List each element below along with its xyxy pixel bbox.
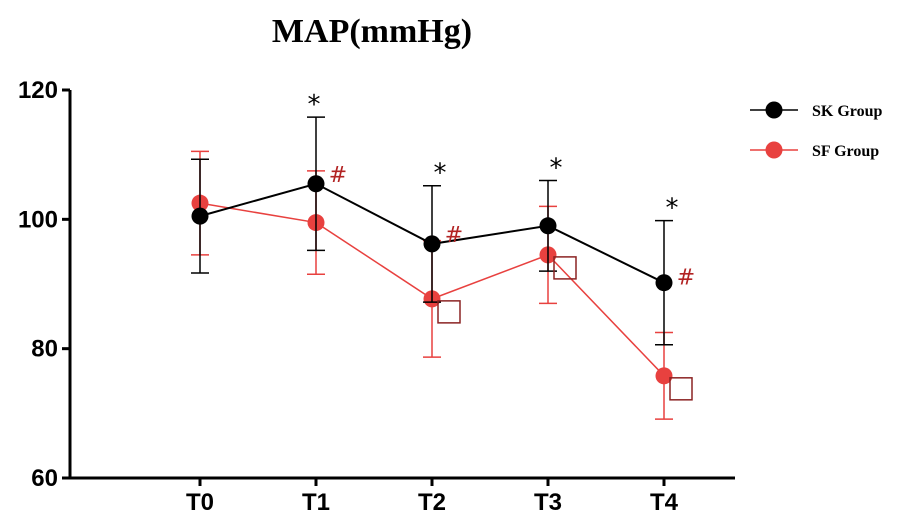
legend-marker bbox=[765, 141, 783, 159]
y-tick-label: 120 bbox=[18, 77, 58, 104]
series-layer bbox=[191, 116, 673, 420]
significance-star: * bbox=[666, 194, 679, 224]
y-tick-label: 80 bbox=[31, 336, 58, 363]
significance-square bbox=[437, 300, 461, 324]
x-tick-label: T1 bbox=[302, 489, 330, 516]
legend: SK Group SF Group bbox=[750, 101, 883, 160]
data-point bbox=[191, 207, 209, 225]
y-tick-label: 100 bbox=[18, 206, 58, 233]
data-point bbox=[539, 217, 557, 235]
data-point bbox=[307, 175, 325, 193]
legend-label: SF Group bbox=[812, 143, 879, 160]
significance-hash: # bbox=[329, 163, 347, 188]
x-tick-label: T3 bbox=[534, 489, 562, 516]
significance-hash: # bbox=[445, 223, 463, 248]
chart-title: MAP(mmHg) bbox=[272, 13, 472, 50]
significance-star: * bbox=[434, 159, 447, 189]
data-point bbox=[655, 367, 673, 385]
legend-marker bbox=[765, 101, 783, 119]
series-sk-group bbox=[191, 116, 673, 346]
y-tick-label: 60 bbox=[31, 465, 58, 492]
significance-hash: # bbox=[677, 266, 695, 291]
significance-star: * bbox=[550, 154, 563, 184]
data-point bbox=[423, 235, 441, 253]
x-tick-label: T2 bbox=[418, 489, 446, 516]
x-tick-label: T0 bbox=[186, 489, 214, 516]
legend-label: SK Group bbox=[812, 103, 883, 120]
data-point bbox=[655, 274, 673, 292]
annotation-layer: * * * * # # # bbox=[308, 90, 695, 401]
significance-square bbox=[669, 377, 693, 401]
significance-star: * bbox=[308, 90, 321, 120]
x-tick-label: T4 bbox=[650, 489, 679, 516]
significance-square bbox=[553, 256, 577, 280]
axes: 60 80 100 120 T0 T1 T2 T3 T4 bbox=[18, 77, 735, 516]
